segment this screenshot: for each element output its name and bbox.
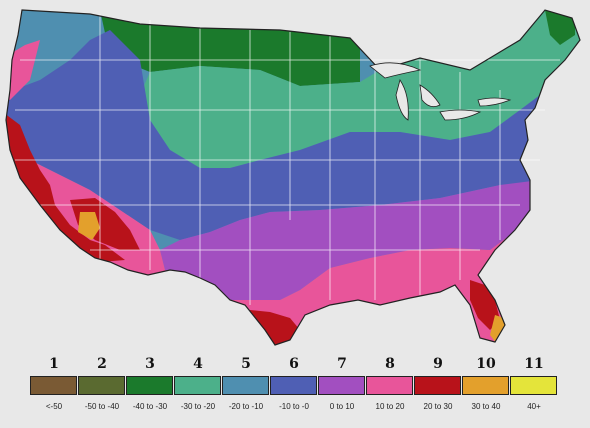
great-lakes (369, 62, 512, 121)
zone-6-band (6, 30, 580, 240)
legend-swatch (30, 376, 77, 395)
legend-zone-number: 3 (145, 356, 155, 372)
zone-4-band (140, 10, 580, 168)
legend-zone-number: 11 (524, 356, 544, 372)
legend-range-label: 0 to 10 (329, 402, 355, 411)
zone-8-band (6, 40, 580, 345)
zone-3-patch-maine (545, 10, 575, 45)
legend-zone-number: 1 (49, 356, 59, 372)
legend-swatch (462, 376, 509, 395)
zone-bands (6, 10, 580, 345)
legend-swatch (174, 376, 221, 395)
legend-zone-number: 4 (193, 356, 203, 372)
legend-swatch (414, 376, 461, 395)
legend-range-label: -10 to -0 (279, 402, 309, 411)
legend-zone-number: 9 (433, 356, 443, 372)
legend-zone-number: 2 (97, 356, 107, 372)
zone-legend: 1 <-50 2 -50 to -40 3 -40 to -30 4 -30 to -20 5 -… (30, 356, 558, 422)
legend-range-label: -40 to -30 (132, 402, 168, 411)
legend-range-label: -30 to -20 (180, 402, 216, 411)
legend-swatch (318, 376, 365, 395)
legend-swatch (126, 376, 173, 395)
legend-swatch (78, 376, 125, 395)
legend-range-label: <-50 (45, 402, 63, 411)
hardiness-zone-map (5, 9, 581, 346)
legend-swatch (366, 376, 413, 395)
legend-range-label: 20 to 30 (423, 402, 453, 411)
legend-range-label: -50 to -40 (84, 402, 120, 411)
legend-zone-number: 10 (476, 356, 496, 372)
legend-swatch (270, 376, 317, 395)
legend-range-label: 30 to 40 (471, 402, 501, 411)
legend-range-label: 40+ (527, 402, 541, 411)
legend-zone-number: 5 (241, 356, 251, 372)
legend-range-label: 10 to 20 (375, 402, 405, 411)
legend-zone-number: 7 (337, 356, 347, 372)
legend-swatch (222, 376, 269, 395)
legend-zone-number: 6 (289, 356, 299, 372)
legend-zone-number: 8 (385, 356, 395, 372)
legend-swatch (510, 376, 557, 395)
legend-range-label: -20 to -10 (228, 402, 264, 411)
